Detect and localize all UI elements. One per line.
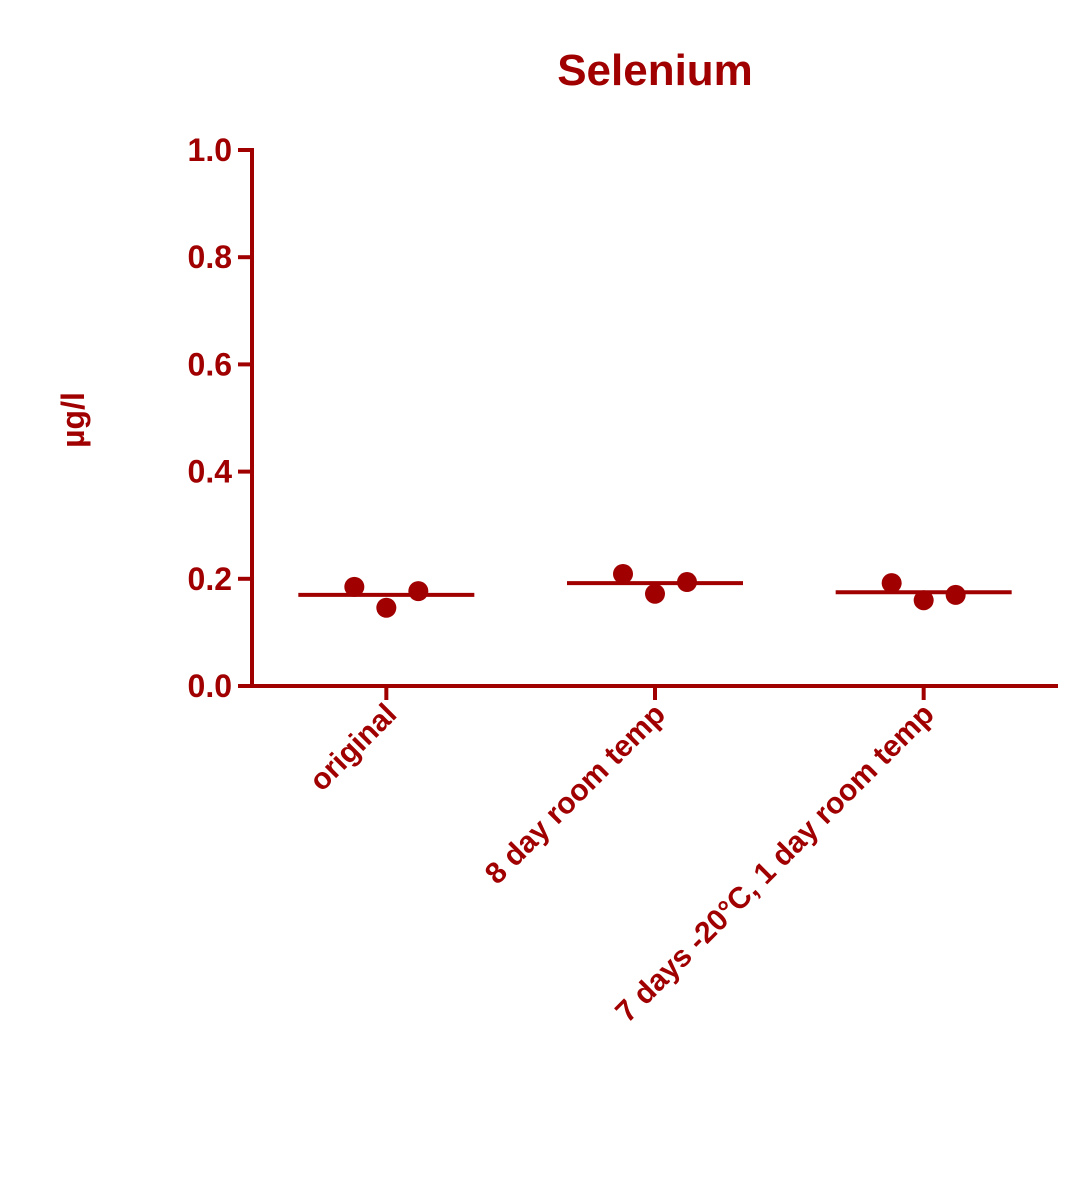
x-tick-label: 7 days -20°C, 1 day room temp: [609, 698, 940, 1029]
y-tick-label: 0.2: [188, 561, 232, 597]
data-point: [376, 597, 397, 618]
y-axis-label: µg/l: [55, 392, 91, 448]
y-tick-label: 0.8: [188, 239, 232, 275]
x-tick-label: original: [303, 698, 403, 798]
y-tick-label: 0.4: [188, 454, 233, 490]
data-point: [913, 590, 934, 611]
y-tick-label: 1.0: [188, 132, 232, 168]
data-point: [344, 576, 365, 597]
y-tick-label: 0.0: [188, 668, 232, 704]
data-point: [408, 581, 429, 602]
data-point: [645, 583, 665, 604]
data-point: [881, 573, 902, 594]
y-tick-label: 0.6: [188, 346, 232, 382]
data-point: [945, 584, 966, 605]
chart-title: Selenium: [557, 46, 753, 95]
data-point: [677, 572, 697, 593]
data-point: [613, 563, 633, 584]
x-tick-label: 8 day room temp: [479, 698, 672, 891]
